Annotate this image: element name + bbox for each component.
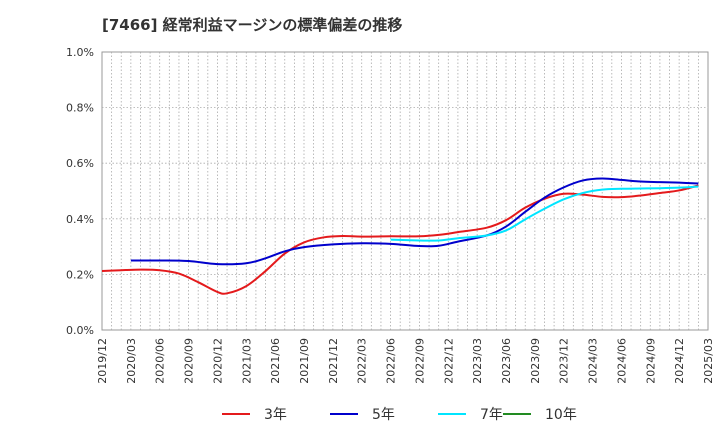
x-tick-label: 2019/12 <box>96 338 109 384</box>
x-tick-label: 2021/03 <box>240 338 253 384</box>
y-tick-label: 0.0% <box>66 324 94 337</box>
x-tick-label: 2022/09 <box>413 338 426 384</box>
y-tick-label: 0.6% <box>66 157 94 170</box>
x-tick-label: 2022/12 <box>442 338 455 384</box>
x-tick-label: 2025/03 <box>702 338 715 384</box>
y-tick-label: 0.2% <box>66 268 94 281</box>
y-tick-label: 0.4% <box>66 213 94 226</box>
series-lines <box>101 177 699 295</box>
y-axis-ticks: 0.0% 0.2% 0.4% 0.6% 0.8% 1.0% <box>66 46 94 337</box>
x-axis-ticks: 2019/12 2020/03 2020/06 2020/09 2020/12 2021/… <box>96 338 715 384</box>
x-tick-label: 2024/12 <box>673 338 686 384</box>
chart-title: [7466] 経常利益マージンの標準偏差の推移 <box>102 16 403 34</box>
x-tick-label: 2022/03 <box>356 338 369 384</box>
x-tick-label: 2020/03 <box>125 338 138 384</box>
legend-label: 7年 <box>480 407 503 423</box>
x-tick-label: 2024/03 <box>587 338 600 384</box>
x-tick-label: 2021/12 <box>327 338 340 384</box>
x-tick-label: 2020/12 <box>211 338 224 384</box>
x-tick-label: 2021/06 <box>269 338 282 384</box>
y-tick-label: 1.0% <box>66 46 94 59</box>
x-tick-label: 2024/09 <box>644 338 657 384</box>
x-tick-label: 2020/09 <box>183 338 196 384</box>
x-tick-label: 2023/12 <box>558 338 571 384</box>
grid-lines <box>102 52 708 330</box>
series-line-2 <box>390 185 699 242</box>
x-tick-label: 2021/09 <box>298 338 311 384</box>
x-tick-label: 2023/09 <box>529 338 542 384</box>
x-tick-label: 2022/06 <box>385 338 398 384</box>
legend-label: 10年 <box>545 407 577 423</box>
y-tick-label: 0.8% <box>66 102 94 115</box>
legend-label: 3年 <box>264 407 287 423</box>
series-line-1 <box>130 177 699 266</box>
legend: 3年 5年 7年 10年 <box>222 407 577 423</box>
legend-label: 5年 <box>372 407 395 423</box>
x-tick-label: 2023/03 <box>471 338 484 384</box>
series-line-0 <box>101 184 699 295</box>
x-tick-label: 2024/06 <box>615 338 628 384</box>
x-tick-label: 2020/06 <box>154 338 167 384</box>
x-tick-label: 2023/06 <box>500 338 513 384</box>
plot-background <box>101 51 709 331</box>
